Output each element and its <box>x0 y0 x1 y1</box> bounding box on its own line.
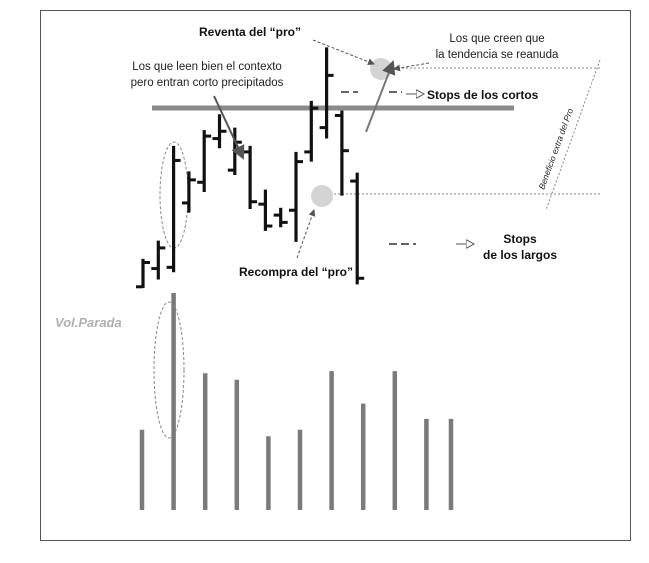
contexto-label-line1: Los que leen bien el contexto <box>132 61 282 73</box>
contexto-arrow <box>213 95 245 160</box>
breakout-arrow <box>365 60 396 133</box>
stops-largos-label-line1: Stops <box>503 232 537 246</box>
profit-diagonal-line <box>545 59 601 211</box>
recompra-label: Recompra del “pro” <box>239 265 353 279</box>
stops-cortos-label: Stops de los cortos <box>427 88 539 102</box>
vol-parada-label: Vol.Parada <box>55 315 122 330</box>
creen-arrow <box>393 62 430 72</box>
volume-bars <box>139 293 454 510</box>
recompra-arrow <box>296 209 316 259</box>
volume-ellipse <box>153 301 185 439</box>
stops-largos-label-line2: de los largos <box>483 248 557 262</box>
chart-frame <box>40 10 631 541</box>
contexto-label-line2: pero entran corto precipitados <box>131 77 284 89</box>
recompra-highlight <box>311 185 333 207</box>
reventa-highlight <box>370 58 392 80</box>
reventa-label: Reventa del “pro” <box>199 25 301 39</box>
reventa-arrow <box>312 39 375 66</box>
creen-label-line1: Los que creen que <box>449 33 544 45</box>
creen-label-line2: la tendencia se reanuda <box>436 49 559 61</box>
